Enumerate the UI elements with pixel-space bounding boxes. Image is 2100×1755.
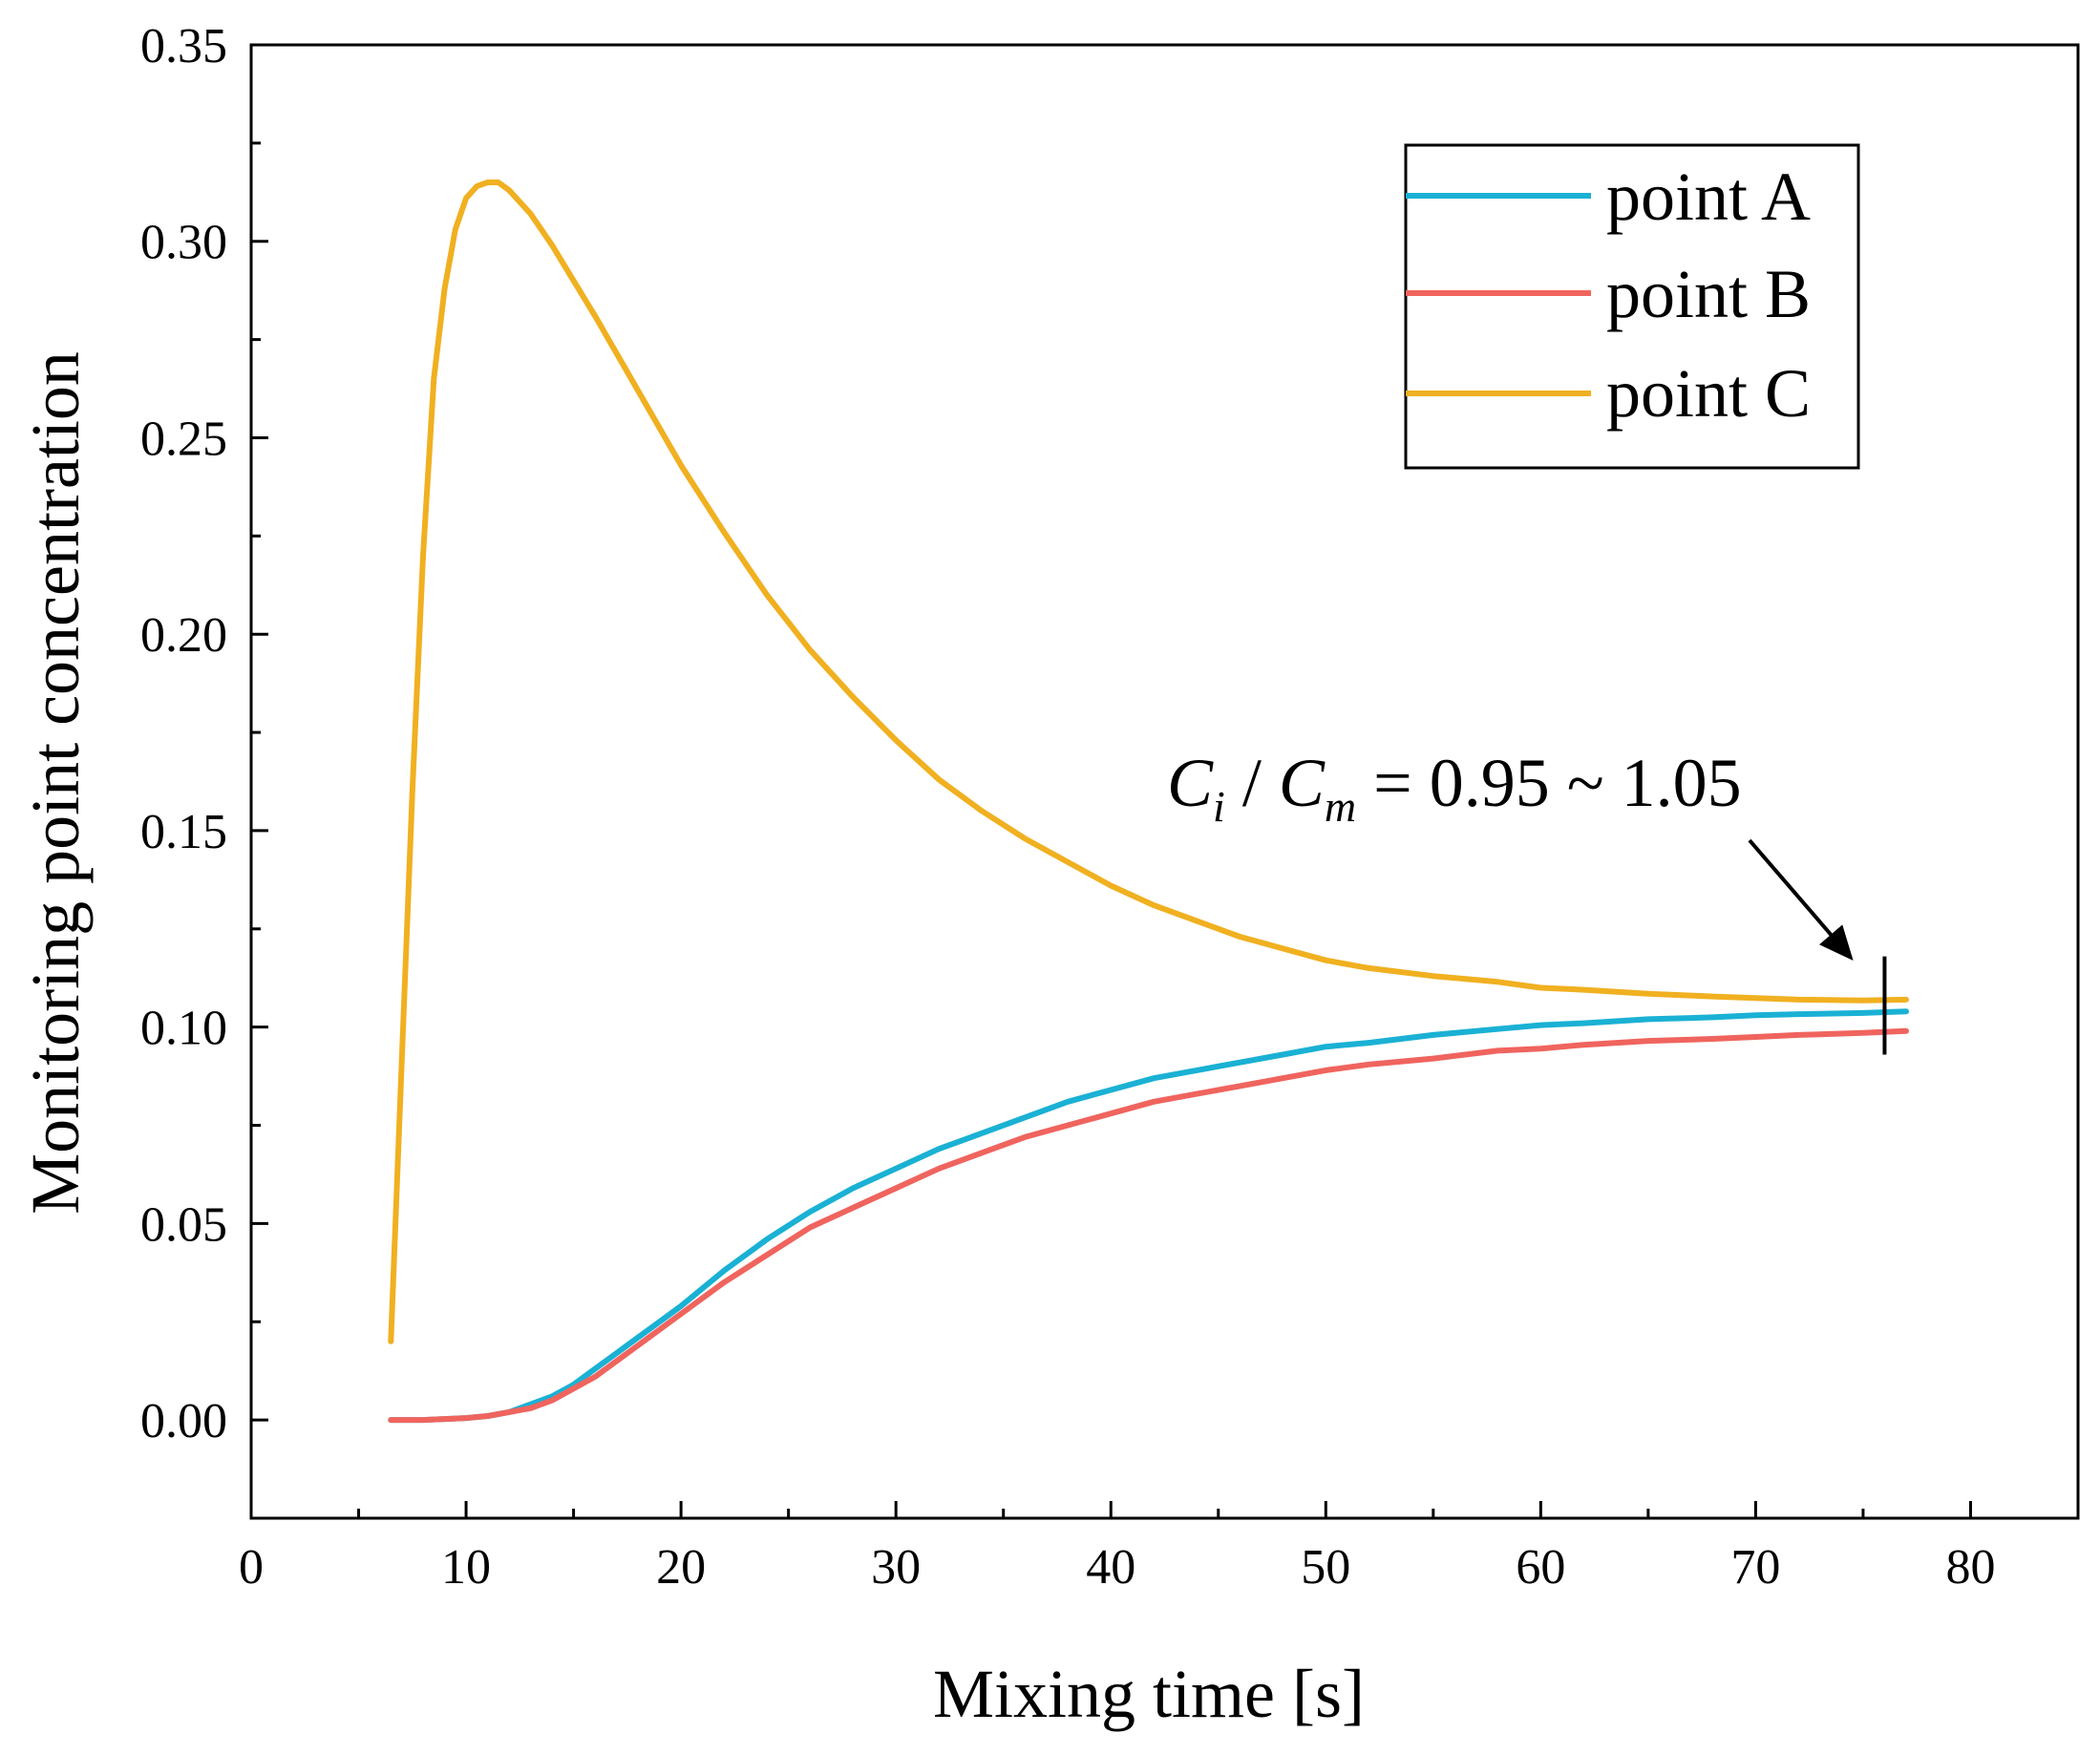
- annotation-slash: /: [1225, 745, 1279, 821]
- y-tick-label: 0.15: [140, 805, 227, 859]
- x-tick-label: 10: [441, 1540, 491, 1595]
- series-line-point-a: [388, 1008, 1909, 1424]
- annotation-arrow: [1748, 838, 1854, 962]
- series-layer: [388, 180, 1909, 1424]
- plot-border: [249, 43, 2080, 1520]
- x-axis-title: Mixing time [s]: [933, 1656, 1365, 1732]
- series-line-point-b: [388, 1027, 1909, 1424]
- annotation-c-m: C: [1279, 745, 1326, 821]
- x-tick-label: 70: [1730, 1540, 1780, 1595]
- legend-label-point-b: point B: [1606, 256, 1811, 332]
- legend-label-point-a: point A: [1606, 159, 1811, 235]
- y-axis-title: Monitoring point concentration: [17, 351, 94, 1215]
- legend-label-point-c: point C: [1606, 355, 1811, 432]
- annotation-c-i: C: [1167, 745, 1214, 821]
- y-axis: 0.00 0.05 0.10 0.15 0.20 0.25 0.30 0.35: [140, 19, 268, 1520]
- x-tick-label: 40: [1086, 1540, 1135, 1595]
- y-tick-label: 0.00: [140, 1394, 227, 1448]
- legend-box: [1404, 143, 1860, 470]
- x-tick-label: 20: [656, 1540, 706, 1595]
- x-axis: 0 10 20 30 40 50 60 70 80: [239, 1501, 1995, 1595]
- x-tick-label: 60: [1516, 1540, 1565, 1595]
- x-tick-label: 50: [1301, 1540, 1350, 1595]
- y-tick-label: 0.10: [140, 1002, 227, 1056]
- annotation: Ci / Cm = 0.95 ~ 1.05: [1167, 745, 1887, 1055]
- y-tick-label: 0.20: [140, 608, 227, 663]
- series-line-point-c: [388, 180, 1909, 1344]
- plot-frame: [249, 43, 2080, 1520]
- annotation-rest: = 0.95 ~ 1.05: [1356, 745, 1742, 821]
- annotation-sub-i: i: [1213, 782, 1225, 831]
- y-tick-label: 0.35: [140, 19, 227, 74]
- annotation-sub-m: m: [1325, 782, 1356, 831]
- y-tick-label: 0.25: [140, 412, 227, 466]
- legend: point A point B point C: [1404, 143, 1860, 470]
- y-tick-label: 0.30: [140, 216, 227, 270]
- annotation-text: Ci / Cm = 0.95 ~ 1.05: [1167, 745, 1742, 831]
- x-tick-label: 0: [239, 1540, 264, 1595]
- x-tick-label: 30: [871, 1540, 921, 1595]
- y-tick-label: 0.05: [140, 1197, 227, 1252]
- x-tick-label: 80: [1945, 1540, 1995, 1595]
